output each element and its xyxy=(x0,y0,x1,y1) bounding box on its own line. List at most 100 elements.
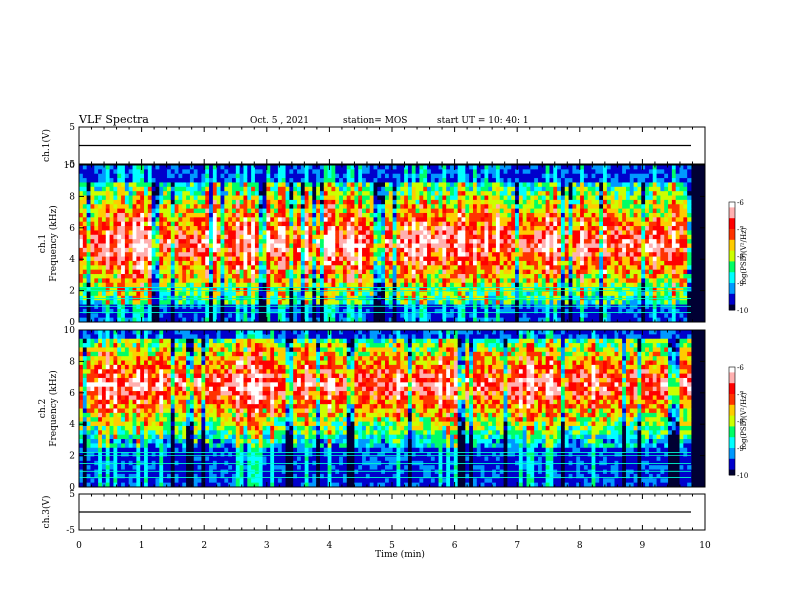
spectrogram-cell xyxy=(488,204,493,210)
spectrogram-cell xyxy=(254,247,260,253)
spectrogram-cell xyxy=(339,186,344,192)
spectrogram-cell xyxy=(423,182,428,188)
spectrogram-cell xyxy=(94,247,99,253)
spectrogram-cell xyxy=(251,247,256,253)
spectrogram-cell xyxy=(220,260,225,266)
spectrogram-cell xyxy=(105,282,111,288)
spectrogram-cell xyxy=(342,239,348,244)
spectrogram-cell xyxy=(266,265,271,271)
spectrogram-cell xyxy=(251,300,256,305)
spectrogram-cell xyxy=(308,287,313,292)
spectrogram-cell xyxy=(140,191,145,196)
spectrogram-cell xyxy=(373,212,378,218)
spectrogram-cell xyxy=(170,173,176,179)
spectrogram-cell xyxy=(182,212,187,218)
spectrogram-cell xyxy=(82,247,88,253)
spectrogram-cell xyxy=(461,221,466,227)
spectrogram-cell xyxy=(465,252,470,257)
spectrogram-cell xyxy=(285,243,290,249)
spectrogram-cell xyxy=(144,226,149,231)
spectrogram-cell xyxy=(147,226,153,231)
spectrogram-cell xyxy=(350,186,355,192)
spectrogram-cell xyxy=(274,274,279,279)
spectrogram-cell xyxy=(423,191,428,196)
spectrogram-cell xyxy=(476,186,482,192)
spectrogram-cell xyxy=(522,226,527,231)
spectrogram-cell xyxy=(189,204,195,210)
spectrogram-cell xyxy=(522,304,527,310)
spectrogram-cell xyxy=(285,256,290,262)
spectrogram-cell xyxy=(90,186,95,192)
spectrogram-cell xyxy=(465,204,470,210)
spectrogram-cell xyxy=(495,178,501,183)
spectrogram-cell xyxy=(346,278,351,284)
spectrogram-cell xyxy=(377,278,382,284)
spectrogram-cell xyxy=(174,252,179,257)
spectrogram-cell xyxy=(216,182,221,188)
spectrogram-cell xyxy=(98,191,103,196)
spectrogram-cell xyxy=(254,265,260,271)
spectrogram-cell xyxy=(472,247,478,253)
spectrogram-cell xyxy=(308,317,313,323)
spectrogram-cell xyxy=(270,195,275,201)
spectrogram-cell xyxy=(392,287,397,292)
spectrogram-cell xyxy=(568,243,573,249)
spectrogram-cell xyxy=(495,274,501,279)
spectrogram-cell xyxy=(212,265,218,271)
spectrogram-cell xyxy=(159,300,164,305)
spectrogram-cell xyxy=(178,265,183,271)
spectrogram-cell xyxy=(484,186,489,192)
spectrogram-cell xyxy=(591,313,596,319)
spectrogram-cell xyxy=(465,234,470,240)
spectrogram-cell xyxy=(331,208,336,214)
spectrogram-cell xyxy=(170,300,176,305)
spectrogram-cell xyxy=(511,252,516,257)
spectrogram-cell xyxy=(381,239,386,244)
spectrogram-cell xyxy=(484,208,489,214)
spectrogram-cell xyxy=(515,304,520,310)
spectrogram-cell xyxy=(350,317,355,323)
spectrogram-cell xyxy=(209,252,214,257)
spectrogram-cell xyxy=(94,186,99,192)
spectrogram-cell xyxy=(186,304,191,310)
spectrogram-cell xyxy=(155,282,160,288)
spectrogram-cell xyxy=(553,217,558,223)
spectrogram-cell xyxy=(251,291,256,297)
spectrogram-cell xyxy=(568,226,573,231)
spectrogram-cell xyxy=(266,217,271,223)
spectrogram-cell xyxy=(461,269,466,275)
spectrogram-cell xyxy=(105,234,111,240)
spectrogram-cell xyxy=(430,278,436,284)
spectrogram-cell xyxy=(201,230,206,236)
spectrogram-cell xyxy=(560,191,566,196)
spectrogram-cell xyxy=(147,239,153,244)
spectrogram-cell xyxy=(331,221,336,227)
spectrogram-cell xyxy=(228,195,233,201)
spectrogram-cell xyxy=(82,256,88,262)
spectrogram-cell xyxy=(132,313,137,319)
spectrogram-cell xyxy=(572,221,577,227)
spectrogram-cell xyxy=(297,182,302,188)
spectrogram-cell xyxy=(319,247,325,253)
spectrogram-cell xyxy=(503,317,508,323)
spectrogram-cell xyxy=(415,230,420,236)
spectrogram-cell xyxy=(465,256,470,262)
spectrogram-cell xyxy=(587,173,592,179)
spectrogram-cell xyxy=(82,221,88,227)
spectrogram-cell xyxy=(492,165,497,170)
spectrogram-cell xyxy=(446,195,451,201)
spectrogram-cell xyxy=(388,282,394,288)
spectrogram-cell xyxy=(499,317,504,323)
spectrogram-cell xyxy=(182,287,187,292)
spectrogram-cell xyxy=(243,291,248,297)
spectrogram-cell xyxy=(450,165,455,170)
spectrogram-cell xyxy=(335,191,340,196)
spectrogram-cell xyxy=(526,212,531,218)
spectrogram-cell xyxy=(239,304,244,310)
spectrogram-cell xyxy=(434,278,439,284)
spectrogram-cell xyxy=(572,208,577,214)
spectrogram-cell xyxy=(434,317,439,323)
spectrogram-cell xyxy=(327,182,332,188)
spectrogram-cell xyxy=(488,165,493,170)
spectrogram-cell xyxy=(193,217,198,223)
